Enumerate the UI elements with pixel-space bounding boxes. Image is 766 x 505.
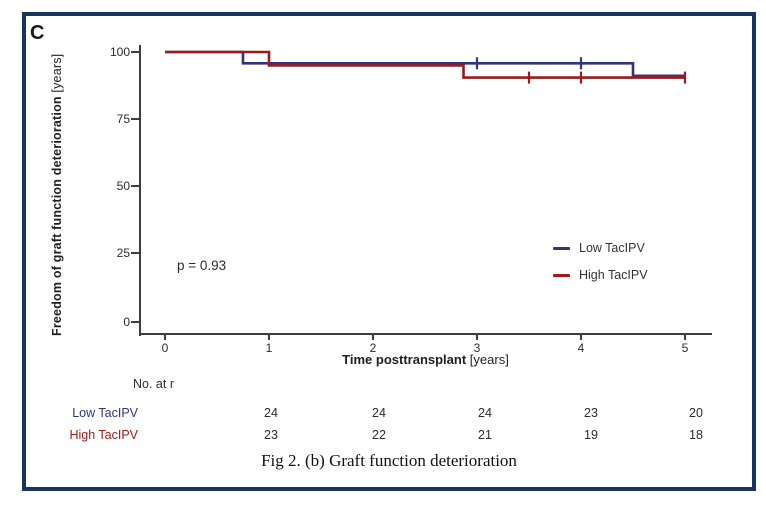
y-axis-title: Freedom of graft function deterioration …	[50, 45, 64, 336]
legend-label-high-tacipv: High TacIPV	[579, 268, 648, 282]
risk-table-header: No. at r	[133, 377, 174, 391]
risk-row-label-high: High TacIPV	[69, 428, 138, 442]
y-tick-mark	[131, 118, 139, 120]
risk-value: 22	[372, 428, 386, 442]
risk-row-label-low: Low TacIPV	[72, 406, 138, 420]
legend-swatch-high-tacipv	[553, 273, 570, 277]
x-axis-title-unit: [years]	[466, 352, 509, 367]
x-tick-label: 4	[577, 341, 585, 355]
risk-value: 23	[584, 406, 598, 420]
y-tick-label: 0	[123, 315, 130, 329]
risk-value: 23	[264, 428, 278, 442]
x-axis-title: Time posttransplant [years]	[139, 352, 712, 367]
risk-value: 24	[478, 406, 492, 420]
y-tick-label: 100	[109, 45, 130, 59]
risk-value: 24	[372, 406, 386, 420]
x-tick-mark	[164, 335, 166, 340]
legend-entry-low: Low TacIPV	[553, 241, 645, 255]
risk-value: 24	[264, 406, 278, 420]
p-value-label: p = 0.93	[177, 258, 227, 273]
x-tick-mark	[684, 335, 686, 340]
y-tick-mark	[131, 51, 139, 53]
y-tick-label: 50	[116, 179, 130, 193]
legend-swatch-low-tacipv	[553, 246, 570, 250]
y-axis-title-main: Freedom of graft function deterioration	[50, 96, 64, 336]
y-tick-label: 25	[116, 246, 130, 260]
figure-caption: Fig 2. (b) Graft function deterioration	[261, 451, 517, 470]
risk-value: 19	[584, 428, 598, 442]
legend-label-low-tacipv: Low TacIPV	[579, 241, 645, 255]
x-tick-label: 2	[369, 341, 377, 355]
risk-value: 18	[689, 428, 703, 442]
risk-value: 21	[478, 428, 492, 442]
x-tick-mark	[580, 335, 582, 340]
x-tick-label: 3	[473, 341, 481, 355]
y-axis-title-unit: [years]	[50, 53, 64, 97]
y-tick-label: 75	[116, 112, 130, 126]
x-axis-line	[139, 333, 712, 335]
x-tick-label: 0	[161, 341, 169, 355]
x-axis-title-main: Time posttransplant	[342, 352, 467, 367]
x-tick-mark	[372, 335, 374, 340]
y-axis-line	[139, 45, 141, 336]
x-tick-mark	[268, 335, 270, 340]
x-tick-mark	[476, 335, 478, 340]
risk-value: 20	[689, 406, 703, 420]
y-tick-mark	[131, 321, 139, 323]
panel-label: C	[30, 22, 45, 44]
y-tick-mark	[131, 185, 139, 187]
y-tick-mark	[131, 252, 139, 254]
x-tick-label: 5	[681, 341, 689, 355]
legend-entry-high: High TacIPV	[553, 268, 648, 282]
x-tick-label: 1	[265, 341, 273, 355]
figure-border	[22, 12, 756, 491]
